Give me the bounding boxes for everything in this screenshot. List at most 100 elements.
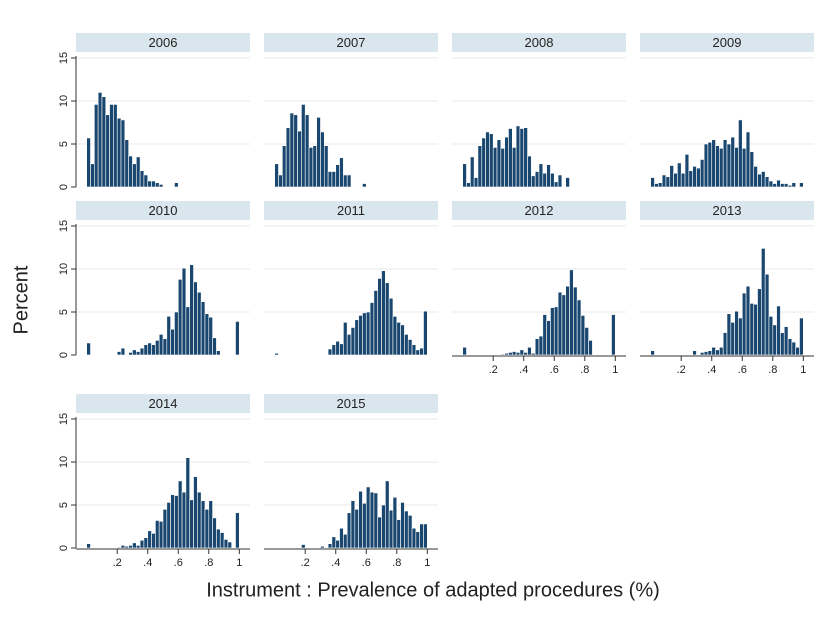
bar <box>565 285 570 356</box>
bar <box>519 128 525 188</box>
panel-header <box>76 394 250 413</box>
bar <box>799 182 804 188</box>
bar <box>139 170 145 188</box>
bar <box>120 545 126 549</box>
bar <box>346 512 352 549</box>
bar <box>404 510 409 549</box>
bar <box>335 164 340 188</box>
bar <box>492 147 498 188</box>
bar <box>462 346 467 356</box>
y-tick-label: 0 <box>58 184 70 190</box>
bar <box>791 341 796 356</box>
bar <box>158 334 164 356</box>
y-tick-label: 5 <box>58 502 70 508</box>
x-tick-label: 1 <box>800 364 806 376</box>
bar <box>174 182 179 188</box>
bar <box>527 155 532 188</box>
bar <box>730 136 735 188</box>
x-tick-label: .4 <box>707 364 716 376</box>
panel-title: 2006 <box>149 35 178 50</box>
bar <box>561 294 567 356</box>
bar <box>531 352 536 356</box>
panel-header <box>76 201 250 220</box>
bar <box>208 316 213 356</box>
bar <box>400 502 405 549</box>
x-tick-label: 1 <box>236 557 242 569</box>
bar <box>109 104 114 188</box>
bar <box>573 286 578 356</box>
bar <box>519 349 525 356</box>
x-tick-label: .6 <box>174 557 183 569</box>
bar <box>741 148 747 188</box>
x-tick-label: .8 <box>204 557 213 569</box>
bar <box>113 104 118 188</box>
bar <box>715 145 720 188</box>
bar <box>170 328 175 356</box>
bar <box>177 279 183 356</box>
bar <box>726 143 732 188</box>
bar <box>181 267 187 356</box>
bar <box>120 119 126 188</box>
bar <box>116 351 122 356</box>
bar <box>274 352 279 356</box>
bar <box>339 527 344 549</box>
y-tick-label: 15 <box>58 52 70 64</box>
bar <box>553 306 559 356</box>
bar <box>407 515 413 549</box>
bar <box>185 306 191 356</box>
y-tick-label: 5 <box>58 141 70 147</box>
bar <box>726 313 732 356</box>
panel-header <box>452 33 626 52</box>
x-tick-label: .2 <box>677 364 686 376</box>
x-tick-label: 1 <box>424 557 430 569</box>
bar <box>504 136 509 188</box>
bar <box>381 270 386 356</box>
bar <box>485 131 490 188</box>
y-tick-label: 0 <box>58 545 70 551</box>
y-tick-label: 0 <box>58 352 70 358</box>
bar <box>411 344 417 356</box>
bar <box>462 163 467 188</box>
bar <box>135 351 141 356</box>
bar <box>722 332 728 356</box>
bar <box>392 496 398 549</box>
x-tick-label: .4 <box>519 364 528 376</box>
bar <box>489 133 494 188</box>
bar <box>722 139 728 188</box>
bar <box>301 544 306 549</box>
panel-title: 2012 <box>525 203 554 218</box>
bar <box>181 491 187 549</box>
bar <box>331 344 337 356</box>
y-axis-title: Percent <box>10 265 32 334</box>
x-tick-label: .6 <box>362 557 371 569</box>
bar <box>557 174 563 188</box>
bar <box>542 172 547 188</box>
bar <box>147 530 152 549</box>
panel-title: 2014 <box>149 396 178 411</box>
bar <box>293 114 298 188</box>
bar <box>791 182 796 188</box>
bar <box>193 281 198 356</box>
bar <box>787 184 793 188</box>
x-tick-label: .4 <box>331 557 340 569</box>
bar <box>365 311 371 356</box>
bar <box>385 480 390 549</box>
bar <box>216 528 221 549</box>
bar <box>343 174 348 188</box>
bar <box>576 299 582 356</box>
bar <box>388 509 394 549</box>
bar <box>354 508 359 549</box>
bar <box>696 167 701 188</box>
bar <box>227 541 232 549</box>
bar <box>757 173 762 188</box>
bar <box>354 319 359 356</box>
bar <box>128 545 133 549</box>
bar <box>158 521 164 549</box>
bar <box>208 500 213 549</box>
bar <box>419 523 424 549</box>
bar <box>515 125 521 188</box>
bar <box>143 537 149 549</box>
bar <box>385 282 390 356</box>
bar <box>504 352 509 356</box>
bar <box>151 344 156 356</box>
